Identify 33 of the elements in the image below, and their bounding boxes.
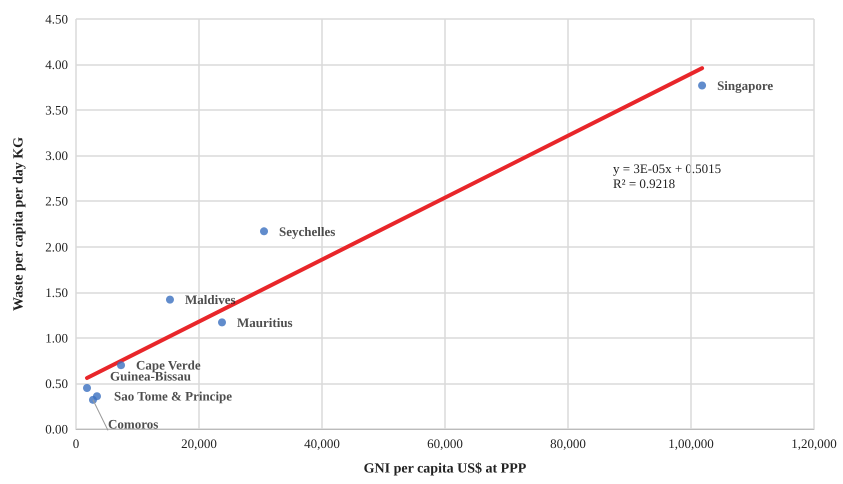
annotation: Comoros	[108, 416, 158, 432]
point	[83, 384, 92, 392]
point	[260, 227, 268, 236]
y-tick-label: 0.50	[45, 376, 68, 391]
point	[698, 82, 706, 90]
x-tick-label: 1,00,000	[668, 436, 714, 451]
x-tick-label: 40,000	[304, 436, 340, 451]
annotation: Maldives	[184, 292, 236, 308]
y-tick-label: 1.00	[45, 330, 68, 346]
y-tick-label: 2.50	[45, 194, 68, 209]
y-tick-label: 2.00	[45, 239, 68, 254]
x-axis-title: GNI per capita US$ at PPP	[364, 462, 527, 476]
x-tick-label: 0	[72, 436, 80, 451]
y-tick-label: 1.50	[45, 284, 68, 300]
x-tick-label: 60,000	[427, 436, 463, 451]
point	[88, 396, 97, 404]
y-tick-label: 3.00	[45, 148, 68, 164]
annotation: Singapore	[717, 78, 774, 94]
annotation: Seychelles	[279, 224, 336, 239]
annotation: Sao Tome & Principe	[114, 388, 232, 404]
annotation: R² = 0.9218	[612, 176, 676, 191]
y-tick-label: 3.50	[45, 102, 68, 118]
annotation: Mauritius	[237, 314, 293, 330]
y-axis-title: Waste per capita per day KG	[12, 136, 26, 312]
x-tick-label: 80,000	[550, 436, 586, 451]
point	[166, 296, 174, 304]
x-tick-label: 20,000	[181, 436, 217, 451]
y-tick-label: 4.00	[45, 57, 68, 72]
y-tick-label: 0.00	[45, 422, 68, 436]
x-tick-label: 1,20,000	[791, 436, 837, 451]
point	[218, 318, 226, 326]
y-tick-label: 4.50	[45, 12, 68, 26]
point	[117, 361, 126, 370]
